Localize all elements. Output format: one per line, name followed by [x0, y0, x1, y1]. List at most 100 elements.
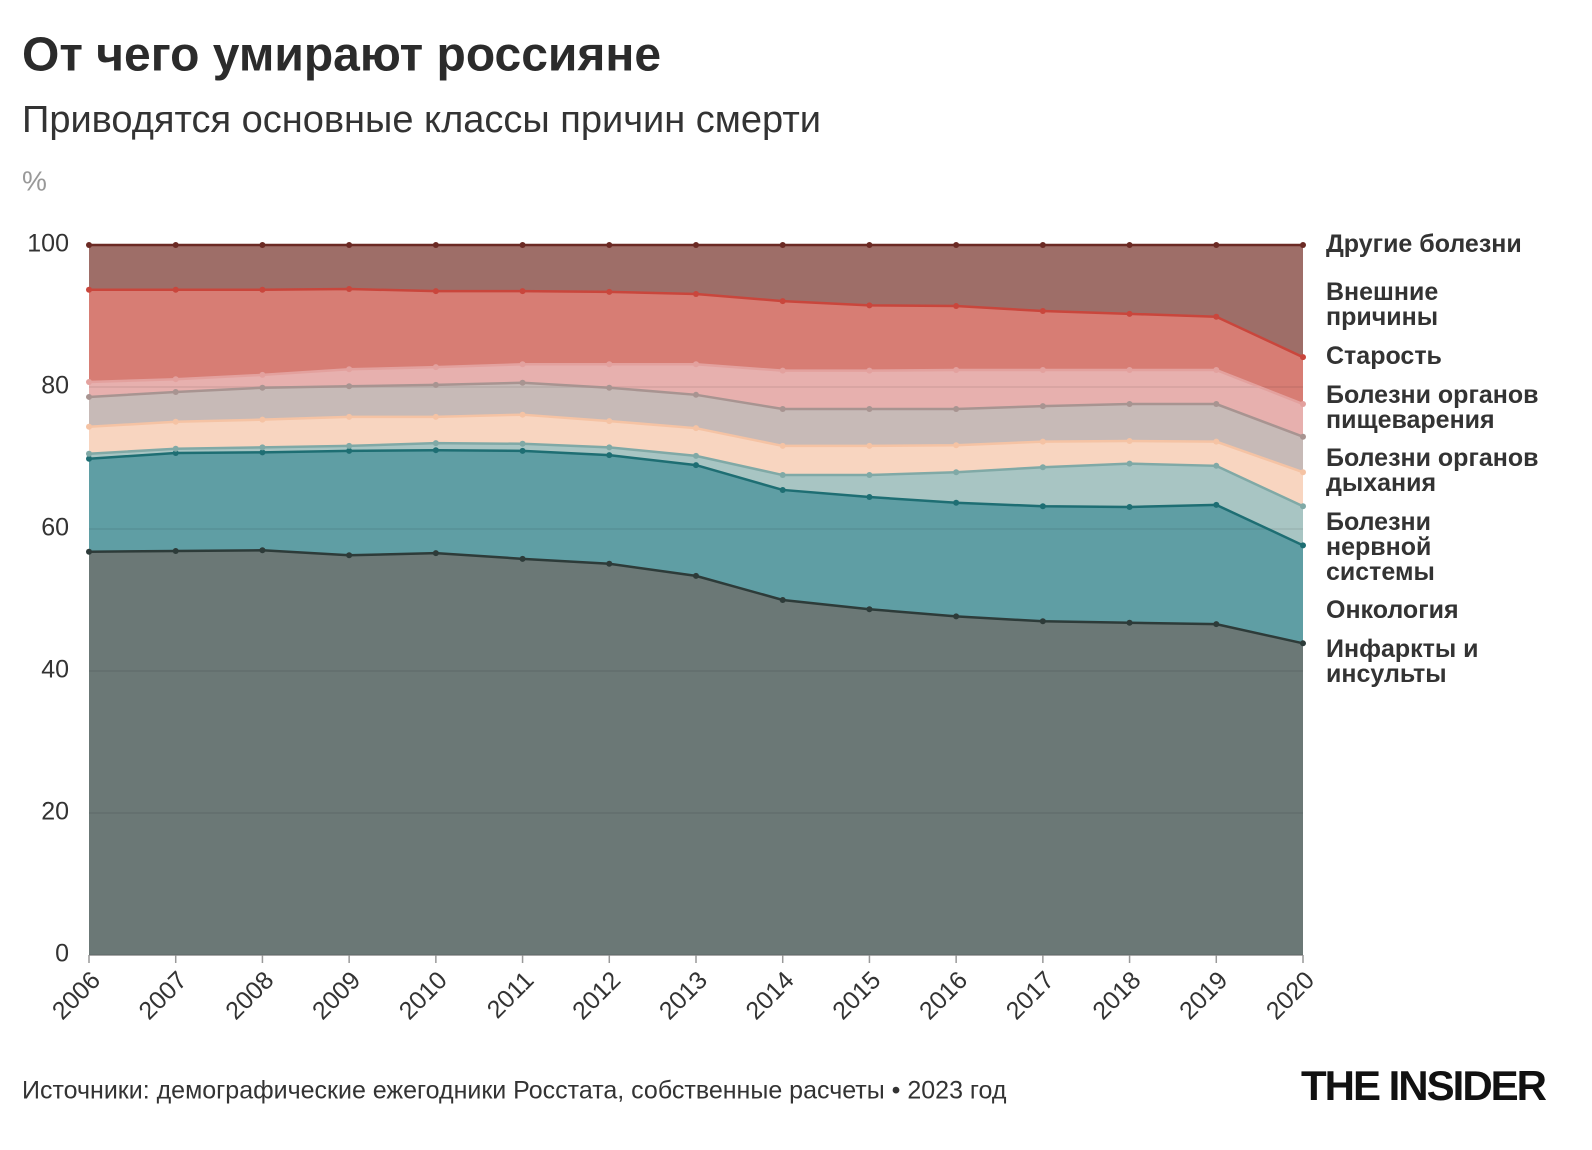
- x-tick-label: 2019: [1174, 966, 1233, 1025]
- point: [86, 423, 92, 430]
- point: [259, 444, 266, 451]
- point: [1213, 401, 1220, 408]
- chart-subtitle: Приводятся основные классы причин смерти: [22, 99, 821, 141]
- point: [953, 366, 960, 373]
- point: [519, 361, 526, 368]
- point: [1039, 438, 1046, 445]
- point: [86, 242, 92, 248]
- x-tick-label: 2016: [914, 966, 973, 1025]
- point: [1126, 619, 1133, 626]
- point: [953, 303, 960, 310]
- legend-label: Старость: [1326, 342, 1442, 370]
- point: [259, 547, 266, 554]
- point: [1213, 438, 1220, 445]
- point: [1126, 437, 1133, 444]
- point: [1300, 469, 1306, 476]
- point: [1213, 462, 1220, 469]
- point: [1300, 433, 1306, 440]
- point: [779, 367, 786, 374]
- point: [432, 381, 439, 388]
- point: [432, 413, 439, 420]
- point: [866, 406, 873, 413]
- plot-area: 2006 2007 2008 2009 2010 2011 2012 2013 2014 2015…: [27, 230, 1545, 1026]
- point: [519, 555, 526, 562]
- point: [259, 449, 266, 456]
- point: [779, 242, 786, 248]
- point: [1126, 460, 1133, 467]
- point: [779, 406, 786, 413]
- x-tick-label: 2020: [1261, 966, 1320, 1025]
- point: [953, 613, 960, 620]
- point: [86, 548, 92, 555]
- point: [1039, 403, 1046, 410]
- point: [866, 302, 873, 309]
- point: [1213, 242, 1220, 248]
- point: [259, 371, 266, 378]
- legend-label: Онкология: [1326, 596, 1459, 624]
- point: [519, 379, 526, 386]
- point: [519, 288, 526, 295]
- x-tick-label: 2008: [220, 966, 279, 1025]
- point: [779, 472, 786, 479]
- x-tick-label: 2018: [1087, 966, 1146, 1025]
- point: [86, 450, 92, 457]
- point: [172, 388, 179, 395]
- point: [1039, 503, 1046, 510]
- y-tick-label: 60: [41, 514, 69, 542]
- point: [779, 486, 786, 493]
- point: [346, 552, 353, 559]
- y-tick-label: 80: [41, 372, 69, 400]
- point: [866, 606, 873, 613]
- point: [1213, 621, 1220, 628]
- point: [693, 361, 699, 368]
- point: [172, 418, 179, 425]
- x-tick-label: 2007: [133, 966, 192, 1025]
- point: [259, 384, 266, 391]
- point: [1300, 542, 1306, 549]
- chart-title: От чего умирают россияне: [22, 29, 661, 82]
- area: [89, 550, 1303, 955]
- area: [89, 245, 1303, 358]
- legend-label: Болезни органов пищеварения: [1326, 381, 1545, 434]
- point: [779, 442, 786, 449]
- point: [1126, 310, 1133, 317]
- point: [866, 242, 873, 248]
- area: [89, 289, 1303, 405]
- point: [693, 572, 699, 579]
- point: [606, 418, 613, 425]
- point: [779, 298, 786, 305]
- point: [346, 366, 353, 373]
- x-tick-label: 2010: [394, 966, 453, 1025]
- legend-label: Болезни нервной системы: [1326, 508, 1438, 586]
- point: [172, 286, 179, 293]
- point: [606, 288, 613, 295]
- point: [866, 472, 873, 479]
- point: [1039, 366, 1046, 373]
- point: [1039, 308, 1046, 315]
- point: [1039, 242, 1046, 248]
- point: [1126, 503, 1133, 510]
- point: [172, 445, 179, 452]
- point: [1126, 242, 1133, 248]
- point: [346, 286, 353, 293]
- y-tick-label: 100: [27, 230, 69, 258]
- point: [953, 242, 960, 248]
- x-tick-label: 2011: [482, 966, 540, 1024]
- point: [86, 393, 92, 400]
- y-axis-label: %: [22, 165, 47, 196]
- area: [89, 450, 1303, 644]
- point: [953, 469, 960, 476]
- point: [432, 550, 439, 557]
- point: [346, 383, 353, 390]
- point: [346, 242, 353, 248]
- point: [1300, 503, 1306, 510]
- point: [1126, 366, 1133, 373]
- point: [1126, 401, 1133, 408]
- area: [89, 414, 1303, 507]
- point: [1300, 640, 1306, 647]
- point: [346, 442, 353, 449]
- point: [866, 442, 873, 449]
- x-tick-label: 2014: [740, 966, 799, 1025]
- point: [432, 242, 439, 248]
- point: [693, 462, 699, 469]
